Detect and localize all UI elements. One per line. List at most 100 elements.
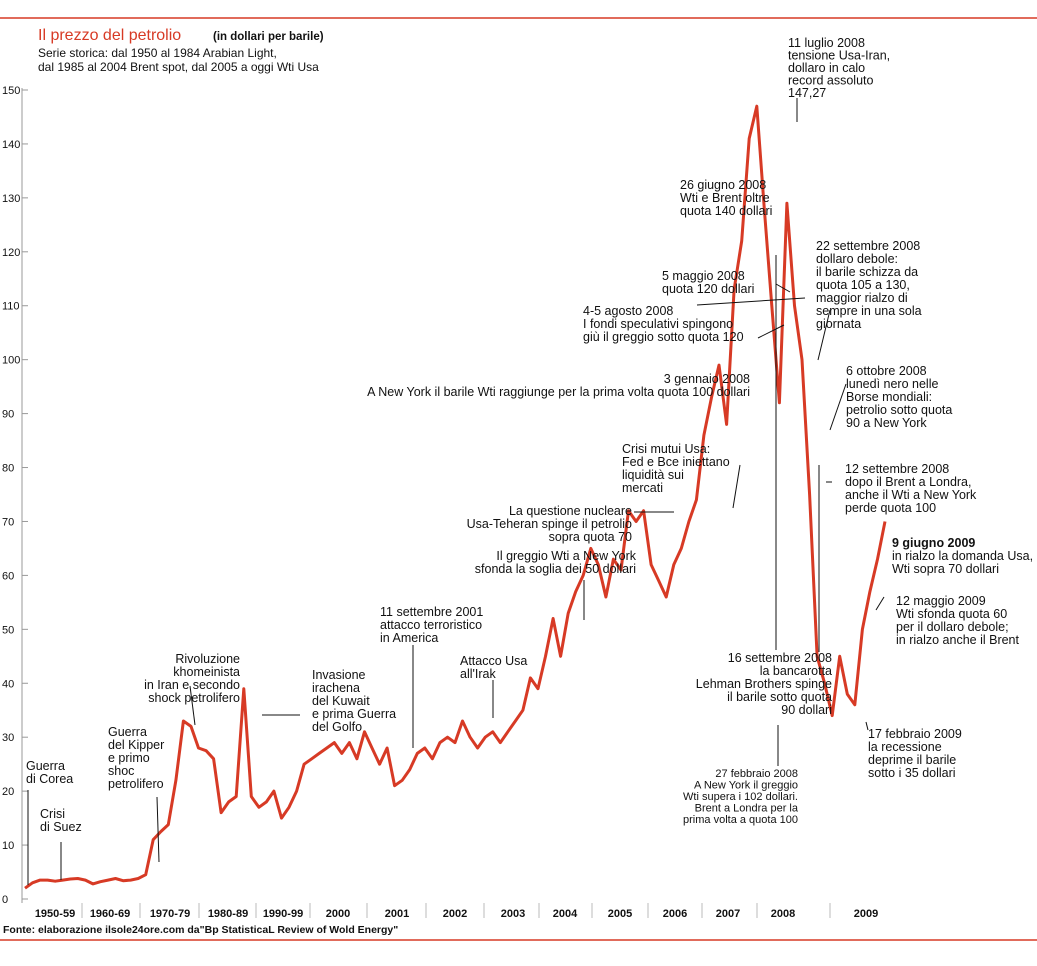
annotation: del Kuwait — [312, 694, 370, 708]
y-tick-label: 40 — [2, 678, 14, 690]
annotation: la recessione — [868, 740, 942, 754]
y-tick-label: 60 — [2, 570, 14, 582]
title-note: (in dollari per barile) — [213, 31, 324, 43]
annotation: attacco terroristico — [380, 618, 482, 632]
x-tick-label: 1950-59 — [35, 908, 75, 920]
y-tick-label: 0 — [2, 894, 8, 906]
annotation: quota 140 dollari — [680, 204, 772, 218]
annotation: Lehman Brothers spinge — [696, 677, 832, 691]
annotation: il barile schizza da — [816, 265, 918, 279]
y-tick-label: 20 — [2, 786, 14, 798]
annotation: del Kipper — [108, 738, 164, 752]
annotation: Crisi mutui Usa: — [622, 442, 710, 456]
annotation: 4-5 agosto 2008 — [583, 304, 673, 318]
leader-line — [732, 464, 741, 509]
leader-line — [875, 596, 885, 611]
subtitle: Serie storica: dal 1950 al 1984 Arabian … — [38, 46, 277, 60]
annotation: all'Irak — [460, 667, 496, 681]
x-tick-label: 2003 — [501, 908, 525, 920]
annotation: Attacco Usa — [460, 654, 527, 668]
annotation: Il greggio Wti a New York — [496, 549, 636, 563]
annotation: 17 febbraio 2009 — [868, 727, 962, 741]
annotation: Wti sopra 70 dollari — [892, 562, 999, 576]
annotation: 9 giugno 2009 — [892, 536, 975, 550]
leader-line — [189, 685, 196, 726]
annotation: A New York il barile Wti raggiunge per l… — [367, 385, 750, 399]
annotation: 16 settembre 2008 — [728, 651, 832, 665]
annotation: Wti e Brent oltre — [680, 191, 770, 205]
annotation: liquidità sui — [622, 468, 684, 482]
y-tick-label: 150 — [2, 85, 20, 97]
leader-line — [696, 297, 806, 306]
annotation: 12 maggio 2009 — [896, 594, 986, 608]
annotation: lunedì nero nelle — [846, 377, 938, 391]
x-tick-label: 2008 — [771, 908, 795, 920]
annotation: Brent a Londra per la — [695, 803, 799, 815]
annotation: La questione nucleare — [509, 504, 632, 518]
leader-line — [757, 324, 785, 339]
price-line — [24, 104, 887, 890]
annotation: sotto i 35 dollari — [868, 766, 956, 780]
annotation: di Suez — [40, 820, 82, 834]
x-tick-label: 2005 — [608, 908, 632, 920]
y-tick-label: 80 — [2, 463, 14, 475]
y-tick-label: 140 — [2, 139, 20, 151]
x-tick-label: 1970-79 — [150, 908, 190, 920]
y-tick-label: 30 — [2, 732, 14, 744]
annotation: 27 febbraio 2008 — [715, 768, 798, 780]
leader-line — [156, 796, 160, 863]
x-tick-label: 2000 — [326, 908, 350, 920]
x-tick-label: 1960-69 — [90, 908, 130, 920]
annotation: 90 a New York — [846, 416, 927, 430]
annotation: e primo — [108, 751, 150, 765]
y-tick-label: 90 — [2, 409, 14, 421]
annotation: 12 settembre 2008 — [845, 462, 949, 476]
y-tick-label: 50 — [2, 624, 14, 636]
annotation: Usa-Teheran spinge il petrolio — [467, 517, 632, 531]
annotation: il barile sotto quota — [727, 690, 832, 704]
annotation: 11 luglio 2008 — [788, 36, 865, 50]
x-tick-label: 2006 — [663, 908, 687, 920]
annotation: Fed e Bce iniettano — [622, 455, 730, 469]
annotation: 6 ottobre 2008 — [846, 364, 927, 378]
annotation: sempre in una sola — [816, 304, 922, 318]
annotation: sfonda la soglia dei 50 dollari — [475, 562, 636, 576]
annotation: 3 gennaio 2008 — [664, 372, 750, 386]
annotation: deprime il barile — [868, 753, 956, 767]
x-tick-label: 1980-89 — [208, 908, 248, 920]
annotation: I fondi speculativi spingono — [583, 317, 733, 331]
x-tick-label: 1990-99 — [263, 908, 303, 920]
annotation: quota 120 dollari — [662, 282, 754, 296]
leader-line — [865, 721, 869, 731]
annotation: Invasione — [312, 668, 366, 682]
annotation: irachena — [312, 681, 360, 695]
annotation: quota 105 a 130, — [816, 278, 910, 292]
annotation: la bancarotta — [760, 664, 832, 678]
source: Fonte: elaborazione ilsole24ore.com da"B… — [3, 924, 398, 936]
x-tick-label: 2001 — [385, 908, 409, 920]
annotation: giornata — [816, 317, 861, 331]
annotation: Crisi — [40, 807, 65, 821]
y-tick-label: 120 — [2, 247, 20, 259]
annotation: sopra quota 70 — [549, 530, 632, 544]
leader-line — [817, 309, 831, 361]
x-tick-label: 2002 — [443, 908, 467, 920]
subtitle: dal 1985 al 2004 Brent spot, dal 2005 a … — [38, 60, 319, 74]
annotation: record assoluto — [788, 74, 874, 88]
annotation: giù il greggio sotto quota 120 — [583, 330, 744, 344]
annotation: shock petrolifero — [148, 691, 240, 705]
annotation: mercati — [622, 481, 663, 495]
y-tick-label: 70 — [2, 516, 14, 528]
annotation: Guerra — [108, 725, 147, 739]
annotation: dopo il Brent a Londra, — [845, 475, 971, 489]
annotation: in rialzo la domanda Usa, — [892, 549, 1033, 563]
y-tick-label: 10 — [2, 840, 14, 852]
annotation: maggior rialzo di — [816, 291, 908, 305]
annotation: 90 dollari — [781, 703, 832, 717]
annotation: 22 settembre 2008 — [816, 239, 920, 253]
annotation: 11 settembre 2001 — [380, 605, 483, 619]
leader-line — [829, 383, 847, 431]
annotation: Wti supera i 102 dollari. — [683, 791, 798, 803]
annotation: tensione Usa-Iran, — [788, 49, 890, 63]
